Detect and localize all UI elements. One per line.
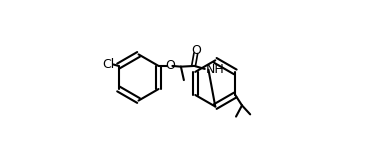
Text: O: O — [192, 44, 201, 57]
Text: NH: NH — [205, 63, 224, 76]
Text: Cl: Cl — [103, 58, 115, 71]
Text: O: O — [165, 59, 175, 72]
